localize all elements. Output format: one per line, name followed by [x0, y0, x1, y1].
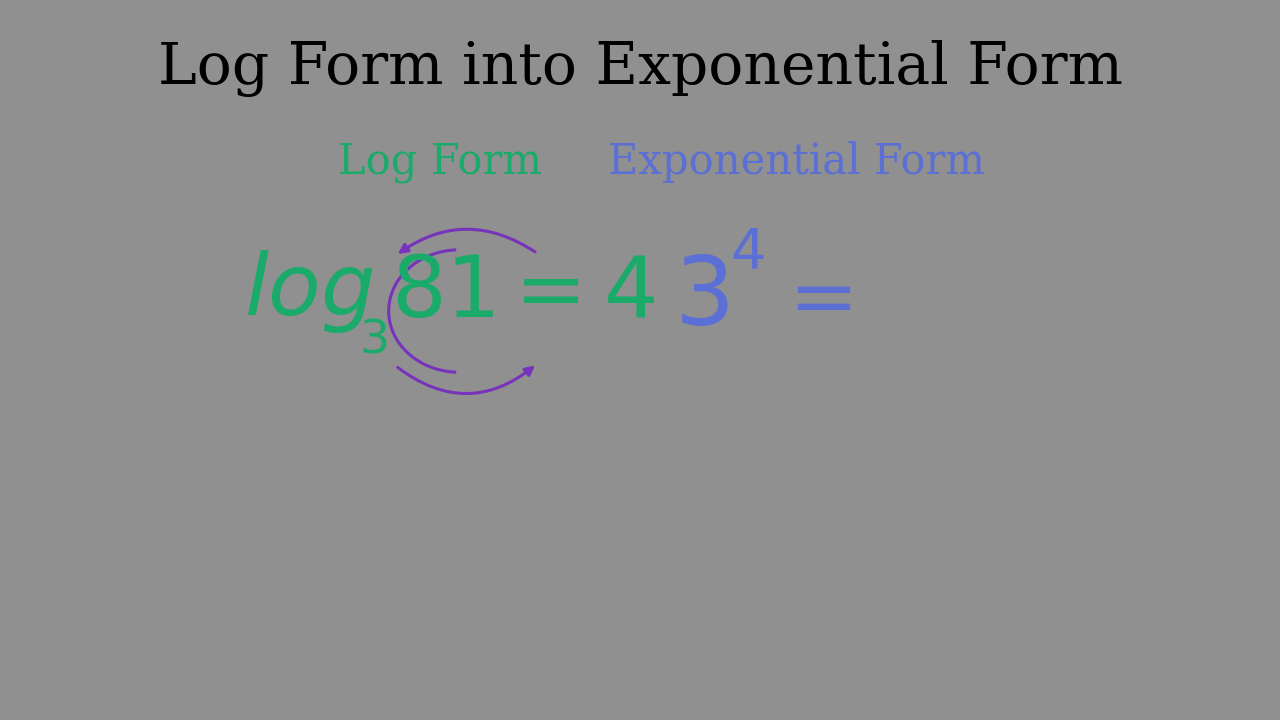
Text: $\mathit{=4}$: $\mathit{=4}$ — [498, 252, 655, 336]
Text: $\mathit{3}$: $\mathit{3}$ — [675, 254, 728, 344]
Text: $\mathit{81}$: $\mathit{81}$ — [390, 252, 494, 336]
Text: $\mathit{=}$: $\mathit{=}$ — [772, 258, 851, 339]
Text: Log Form into Exponential Form: Log Form into Exponential Form — [157, 40, 1123, 97]
Text: $\mathit{3}$: $\mathit{3}$ — [360, 318, 388, 362]
Text: Exponential Form: Exponential Form — [608, 141, 986, 183]
Text: $\mathit{log}$: $\mathit{log}$ — [244, 248, 374, 335]
Text: $\mathit{4}$: $\mathit{4}$ — [730, 225, 764, 279]
Text: Log Form: Log Form — [338, 141, 541, 183]
